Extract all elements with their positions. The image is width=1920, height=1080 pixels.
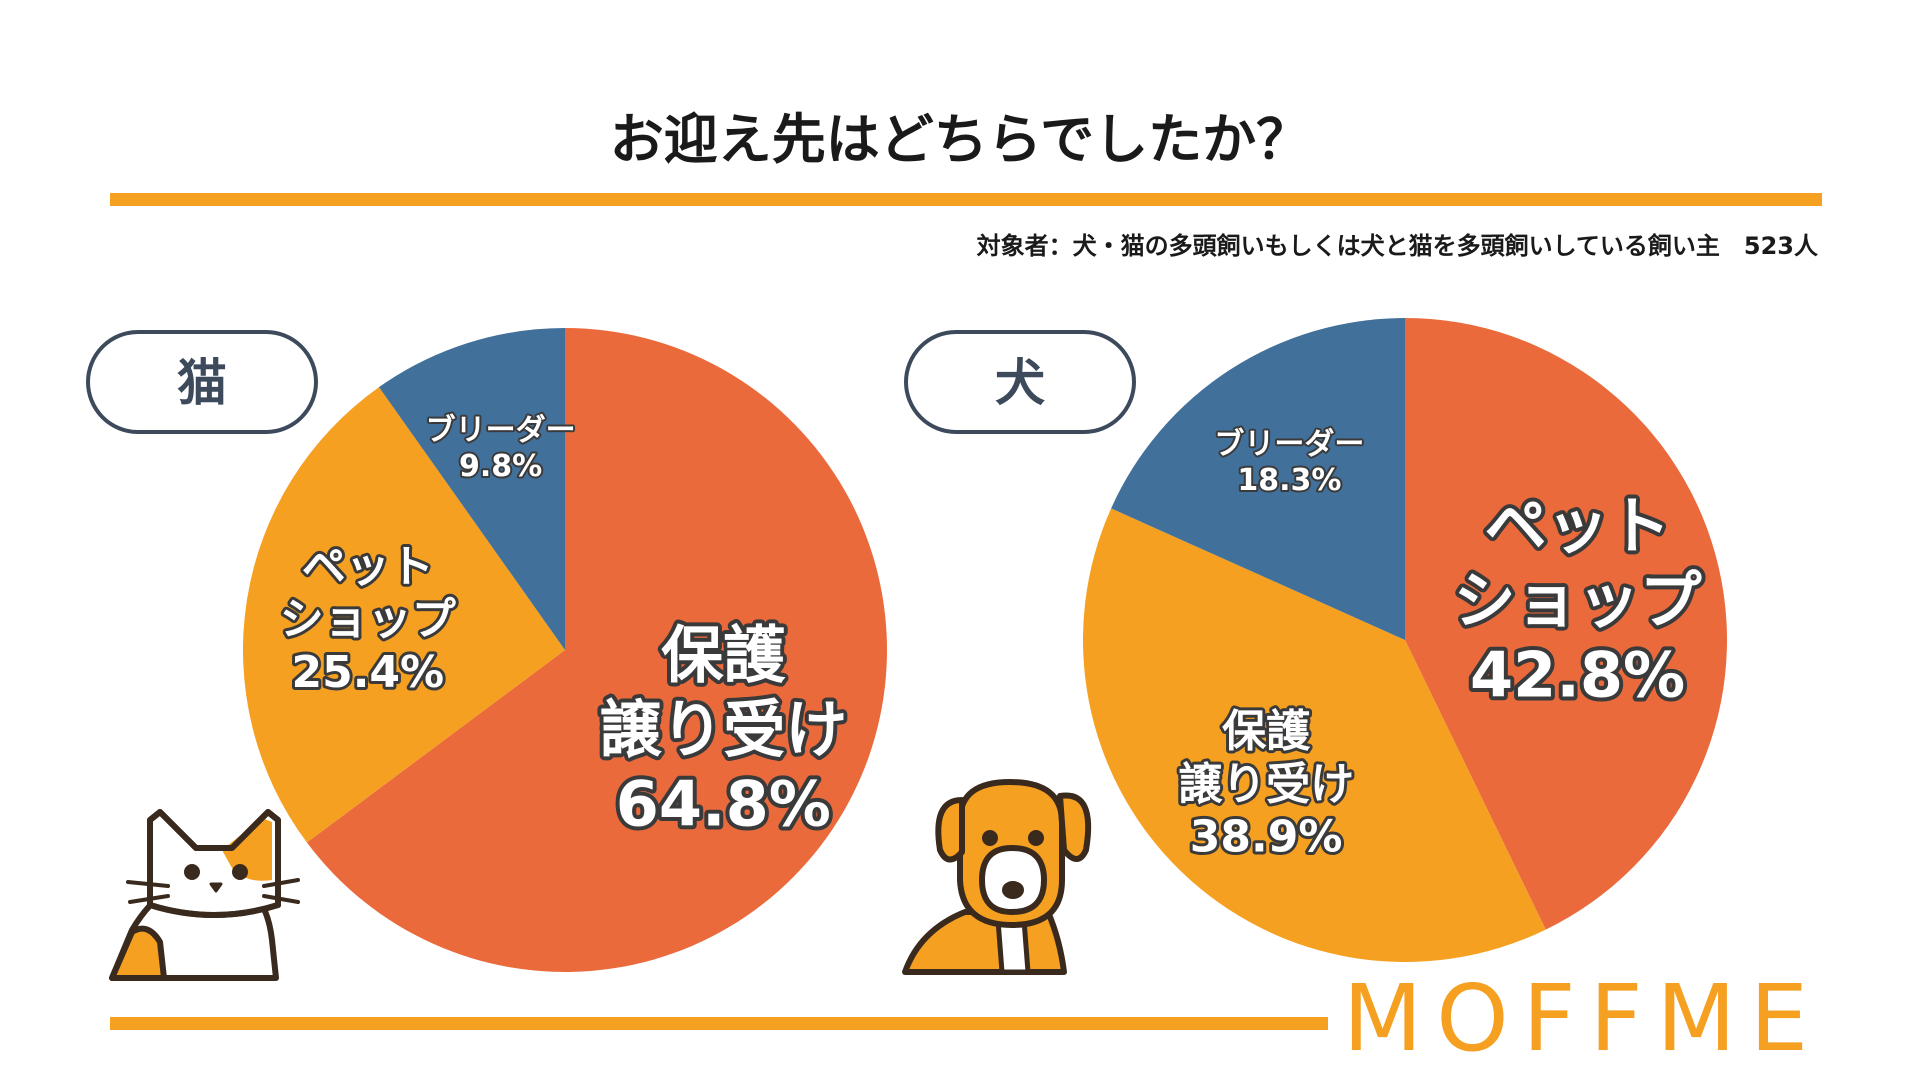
dog-slice-2 [1111,318,1405,640]
dog-slice-0-name-line-1: ショップ [1454,564,1702,637]
cat-slice-0-name-line-0: 保護 [661,619,786,692]
cat-illustration-icon [109,809,300,981]
chart-title: お迎え先はどちらでしたか？ [610,108,1310,171]
cat-slice-1-name-line-1: ショップ [280,594,456,645]
cat-slice-1-percent: 25.4% [291,647,444,698]
dog-slice-1 [1082,508,1546,963]
dog-slice-2-percent: 18.3% [1237,463,1341,498]
dog-badge: 犬 [904,330,1136,434]
dog-slice-1-name-line-1: 譲り受け [1178,759,1354,810]
dog-slice-0 [1405,318,1728,930]
brand-logo: MOFFME [1343,965,1822,1072]
cat-slice-2-name-line-0: ブリーダー [426,413,576,448]
cat-slice-0 [306,328,888,972]
cat-slice-2-percent: 9.8% [459,449,542,484]
bottom-rule [110,1017,1328,1030]
cat-badge: 猫 [86,330,318,434]
dog-badge-label: 犬 [995,354,1045,412]
dog-illustration-icon [902,779,1092,975]
dog-slice-0-name-line-0: ペット [1485,490,1671,563]
cat-slice-0-percent: 64.8% [616,768,831,841]
top-rule [110,193,1822,206]
dog-slice-1-name-line-0: 保護 [1222,706,1311,757]
cat-badge-frame [86,330,318,434]
cat-slice-2 [379,328,565,650]
dog-slice-1-percent: 38.9% [1190,812,1343,863]
cat-slice-1 [243,387,565,843]
dog-slice-2-name-line-0: ブリーダー [1214,427,1364,462]
dog-slice-0-percent: 42.8% [1470,638,1685,711]
dog-badge-frame [904,330,1136,434]
survey-subtitle: 対象者：犬・猫の多頭飼いもしくは犬と猫を多頭飼いしている飼い主 523人 [977,232,1818,260]
cat-slice-0-name-line-1: 譲り受け [599,693,847,766]
cat-slice-1-name-line-0: ペット [302,541,434,592]
cat-badge-label: 猫 [177,354,227,412]
